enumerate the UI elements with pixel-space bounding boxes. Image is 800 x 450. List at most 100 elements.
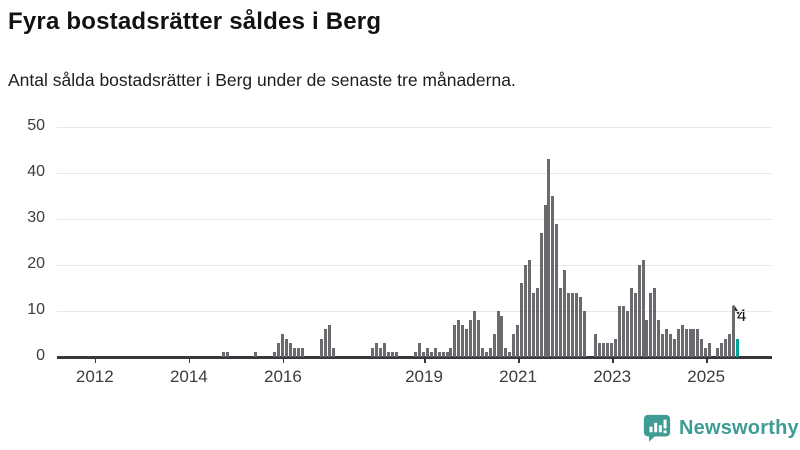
bar	[516, 324, 520, 357]
bar	[492, 334, 496, 357]
bar	[461, 324, 465, 357]
bar	[465, 329, 469, 357]
y-axis-label-50: 50	[27, 117, 45, 134]
annotation-value-label: 4	[737, 306, 747, 325]
bar	[535, 288, 539, 357]
bar	[280, 334, 284, 357]
bar	[676, 329, 680, 357]
bar	[390, 352, 394, 357]
x-axis-tick-2012	[94, 358, 97, 363]
bar	[621, 306, 625, 357]
chart-subtitle: Antal sålda bostadsrätter i Berg under d…	[8, 70, 516, 90]
bar	[692, 329, 696, 357]
bar	[300, 347, 304, 357]
bar	[672, 338, 676, 357]
bar	[610, 343, 614, 357]
bar	[371, 347, 375, 357]
chart-title: Fyra bostadsrätter såldes i Berg	[8, 8, 382, 35]
bar	[453, 324, 457, 357]
bar	[539, 232, 543, 357]
bar	[602, 343, 606, 357]
bar	[292, 347, 296, 357]
bar	[476, 320, 480, 357]
gridline-y-10	[57, 310, 772, 312]
bar	[661, 334, 665, 357]
bar	[441, 352, 445, 357]
bar	[386, 352, 390, 357]
bar	[547, 159, 551, 357]
bar	[665, 329, 669, 357]
bar	[567, 292, 571, 357]
bar	[637, 265, 641, 357]
x-axis-tick-2014	[188, 358, 191, 363]
x-axis-tick-2019	[424, 358, 426, 363]
y-axis-label-20: 20	[27, 255, 45, 272]
bar	[653, 288, 657, 357]
bar	[645, 320, 649, 357]
bar	[520, 283, 524, 357]
bar	[457, 320, 461, 357]
bar	[429, 352, 433, 357]
x-axis-label-2019: 2019	[405, 367, 443, 386]
bar	[488, 347, 492, 357]
newsworthy-logo-icon	[643, 414, 671, 442]
bar	[375, 343, 379, 357]
bar	[559, 288, 563, 357]
bar	[226, 352, 230, 357]
gridline-y-20	[57, 264, 772, 266]
bar	[563, 269, 567, 357]
plot-area: 4 0 10 20 30 40 50 2012 2014 2016 2019 2021 2023 202…	[27, 117, 772, 386]
x-axis-label-2012: 2012	[75, 367, 114, 386]
y-axis-label-10: 10	[27, 301, 45, 318]
bar	[704, 347, 708, 357]
bar	[512, 334, 516, 357]
bar	[649, 292, 653, 357]
y-axis-label-30: 30	[27, 209, 45, 226]
bar	[437, 352, 441, 357]
x-axis-tick-2021	[518, 358, 520, 363]
bar	[618, 306, 621, 357]
gridline-y-50	[57, 126, 772, 128]
bar-highlight-latest	[735, 338, 739, 357]
newsworthy-logo[interactable]: Newsworthy	[642, 413, 799, 444]
gridline-y-30	[57, 218, 772, 220]
bar	[527, 260, 531, 357]
bar	[484, 352, 488, 357]
bar	[469, 320, 473, 357]
bar	[555, 223, 559, 357]
gridline-y-40	[57, 172, 772, 174]
x-axis-tick-2025	[706, 358, 708, 363]
bar	[700, 338, 704, 357]
y-axis-label-40: 40	[27, 163, 45, 180]
bar	[324, 329, 328, 357]
x-axis-label-2014: 2014	[169, 367, 208, 386]
bar	[570, 292, 574, 357]
bar	[727, 334, 731, 357]
bar	[222, 352, 226, 357]
bar	[433, 347, 437, 357]
bar	[657, 320, 661, 357]
bar	[473, 311, 476, 357]
bar	[422, 352, 426, 357]
newsworthy-logo-text: Newsworthy	[679, 417, 799, 439]
bar	[696, 329, 700, 357]
bar	[531, 292, 535, 357]
bar	[641, 260, 645, 357]
bar	[668, 334, 672, 357]
x-axis-label-2016: 2016	[264, 367, 302, 386]
bar	[688, 329, 692, 357]
x-axis-label-2021: 2021	[499, 367, 537, 386]
bar	[284, 338, 288, 357]
bar	[598, 343, 602, 357]
bar	[378, 347, 382, 357]
bar	[500, 315, 504, 357]
x-axis-label-2023: 2023	[593, 367, 632, 386]
bar	[418, 343, 422, 357]
bar	[723, 338, 727, 357]
bar	[496, 311, 500, 357]
x-axis-tick-2016	[282, 358, 285, 363]
bar	[582, 311, 586, 357]
bar	[523, 265, 527, 357]
bar	[606, 343, 610, 357]
x-axis-line	[57, 356, 772, 359]
